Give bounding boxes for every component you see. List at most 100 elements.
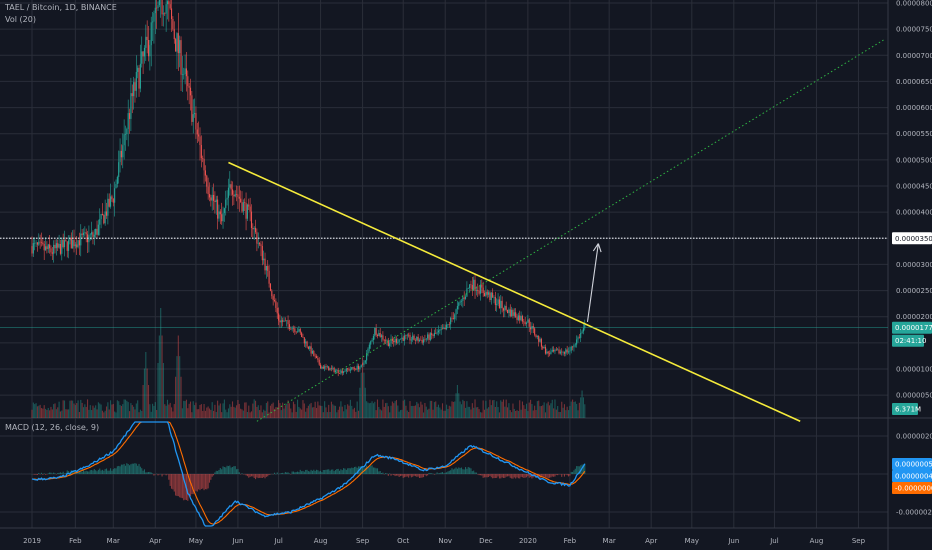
volume-bar bbox=[305, 411, 307, 418]
macd-histogram-bar bbox=[268, 474, 270, 476]
macd-histogram-bar bbox=[528, 474, 530, 478]
volume-bar bbox=[512, 403, 514, 418]
candle-body bbox=[332, 367, 334, 369]
volume-bar bbox=[168, 404, 170, 418]
macd-histogram-bar bbox=[402, 474, 404, 478]
macd-histogram-bar bbox=[443, 473, 445, 474]
candle-body bbox=[104, 211, 106, 224]
volume-bar bbox=[511, 412, 513, 418]
volume-bar bbox=[47, 407, 49, 418]
candle-body bbox=[122, 145, 124, 158]
macd-histogram-bar bbox=[100, 470, 102, 474]
candle-body bbox=[380, 335, 383, 338]
volume-bar bbox=[161, 335, 163, 418]
volume-bar bbox=[301, 409, 303, 418]
candle-body bbox=[173, 29, 175, 40]
x-tick-label: Jul bbox=[273, 537, 283, 545]
volume-bar bbox=[447, 408, 449, 418]
candle-body bbox=[57, 243, 59, 248]
volume-bar bbox=[548, 405, 551, 418]
volume-bar bbox=[110, 400, 112, 418]
volume-bar bbox=[376, 399, 379, 418]
volume-bar bbox=[175, 376, 177, 418]
macd-histogram-bar bbox=[341, 470, 343, 474]
candle-body bbox=[198, 134, 200, 137]
macd-histogram-bar bbox=[187, 474, 189, 501]
volume-bar bbox=[454, 401, 456, 418]
volume-bar bbox=[122, 404, 124, 418]
candle-body bbox=[229, 184, 231, 188]
volume-bar bbox=[582, 397, 584, 418]
volume-bar bbox=[412, 405, 414, 418]
candle-body bbox=[389, 343, 391, 347]
candle-body bbox=[84, 232, 86, 233]
macd-histogram-bar bbox=[318, 471, 320, 474]
volume-bar bbox=[104, 410, 106, 418]
candle-body bbox=[31, 246, 33, 254]
macd-histogram-bar bbox=[502, 474, 505, 478]
volume-bar bbox=[248, 405, 250, 418]
volume-bar bbox=[313, 407, 315, 418]
candle-body bbox=[85, 232, 87, 235]
volume-bar bbox=[562, 407, 564, 418]
macd-histogram-bar bbox=[466, 468, 468, 474]
candle-body bbox=[352, 367, 354, 369]
macd-histogram-bar bbox=[546, 474, 548, 478]
candle-body bbox=[395, 338, 398, 343]
macd-histogram-bar bbox=[204, 474, 206, 490]
candle-body bbox=[428, 334, 430, 340]
macd-histogram-bar bbox=[408, 474, 410, 478]
volume-bar bbox=[566, 406, 568, 418]
volume-bar bbox=[128, 411, 131, 418]
x-tick-label: Jun bbox=[231, 537, 243, 545]
macd-histogram-bar bbox=[153, 474, 155, 476]
volume-bar bbox=[405, 405, 407, 418]
volume-bar bbox=[452, 401, 454, 418]
macd-histogram-bar bbox=[379, 470, 381, 474]
volume-bar bbox=[344, 405, 346, 418]
volume-bar bbox=[236, 405, 238, 418]
macd-histogram-bar bbox=[157, 474, 159, 476]
volume-bar bbox=[101, 410, 104, 418]
macd-histogram-bar bbox=[230, 467, 232, 474]
macd-histogram-bar bbox=[405, 474, 407, 477]
volume-bar bbox=[490, 405, 492, 418]
candle-body bbox=[107, 198, 109, 216]
macd-histogram-bar bbox=[542, 474, 544, 477]
volume-bar bbox=[450, 406, 452, 418]
candle-body bbox=[521, 315, 524, 322]
macd-histogram-bar bbox=[238, 472, 240, 474]
macd-histogram-bar bbox=[143, 469, 146, 474]
volume-bar bbox=[496, 401, 498, 418]
candle-body bbox=[76, 244, 78, 248]
candle-body bbox=[340, 370, 342, 374]
candle-body bbox=[302, 337, 304, 338]
volume-bar bbox=[99, 403, 101, 418]
volume-bar bbox=[437, 404, 440, 418]
candle-body bbox=[53, 244, 55, 254]
volume-bar bbox=[259, 410, 261, 418]
volume-bar bbox=[114, 411, 116, 418]
candle-body bbox=[397, 341, 399, 343]
macd-histogram-bar bbox=[455, 467, 457, 474]
macd-histogram-bar bbox=[191, 474, 193, 495]
candle-body bbox=[49, 244, 51, 249]
candle-body bbox=[362, 364, 364, 366]
candle-body bbox=[454, 314, 456, 319]
volume-bar bbox=[146, 368, 148, 418]
candle-body bbox=[66, 241, 68, 251]
candle-body bbox=[475, 290, 477, 291]
candle-body bbox=[320, 364, 322, 369]
volume-bar bbox=[497, 407, 499, 418]
macd-histogram-bar bbox=[475, 472, 477, 474]
volume-bar bbox=[250, 411, 253, 418]
macd-histogram-bar bbox=[569, 474, 571, 476]
candle-body bbox=[413, 335, 415, 341]
macd-histogram-bar bbox=[525, 474, 528, 478]
candle-body bbox=[244, 202, 246, 203]
macd-histogram-bar bbox=[554, 474, 556, 477]
volume-bar bbox=[72, 400, 74, 418]
volume-bar bbox=[345, 409, 347, 418]
volume-bar bbox=[535, 410, 537, 418]
